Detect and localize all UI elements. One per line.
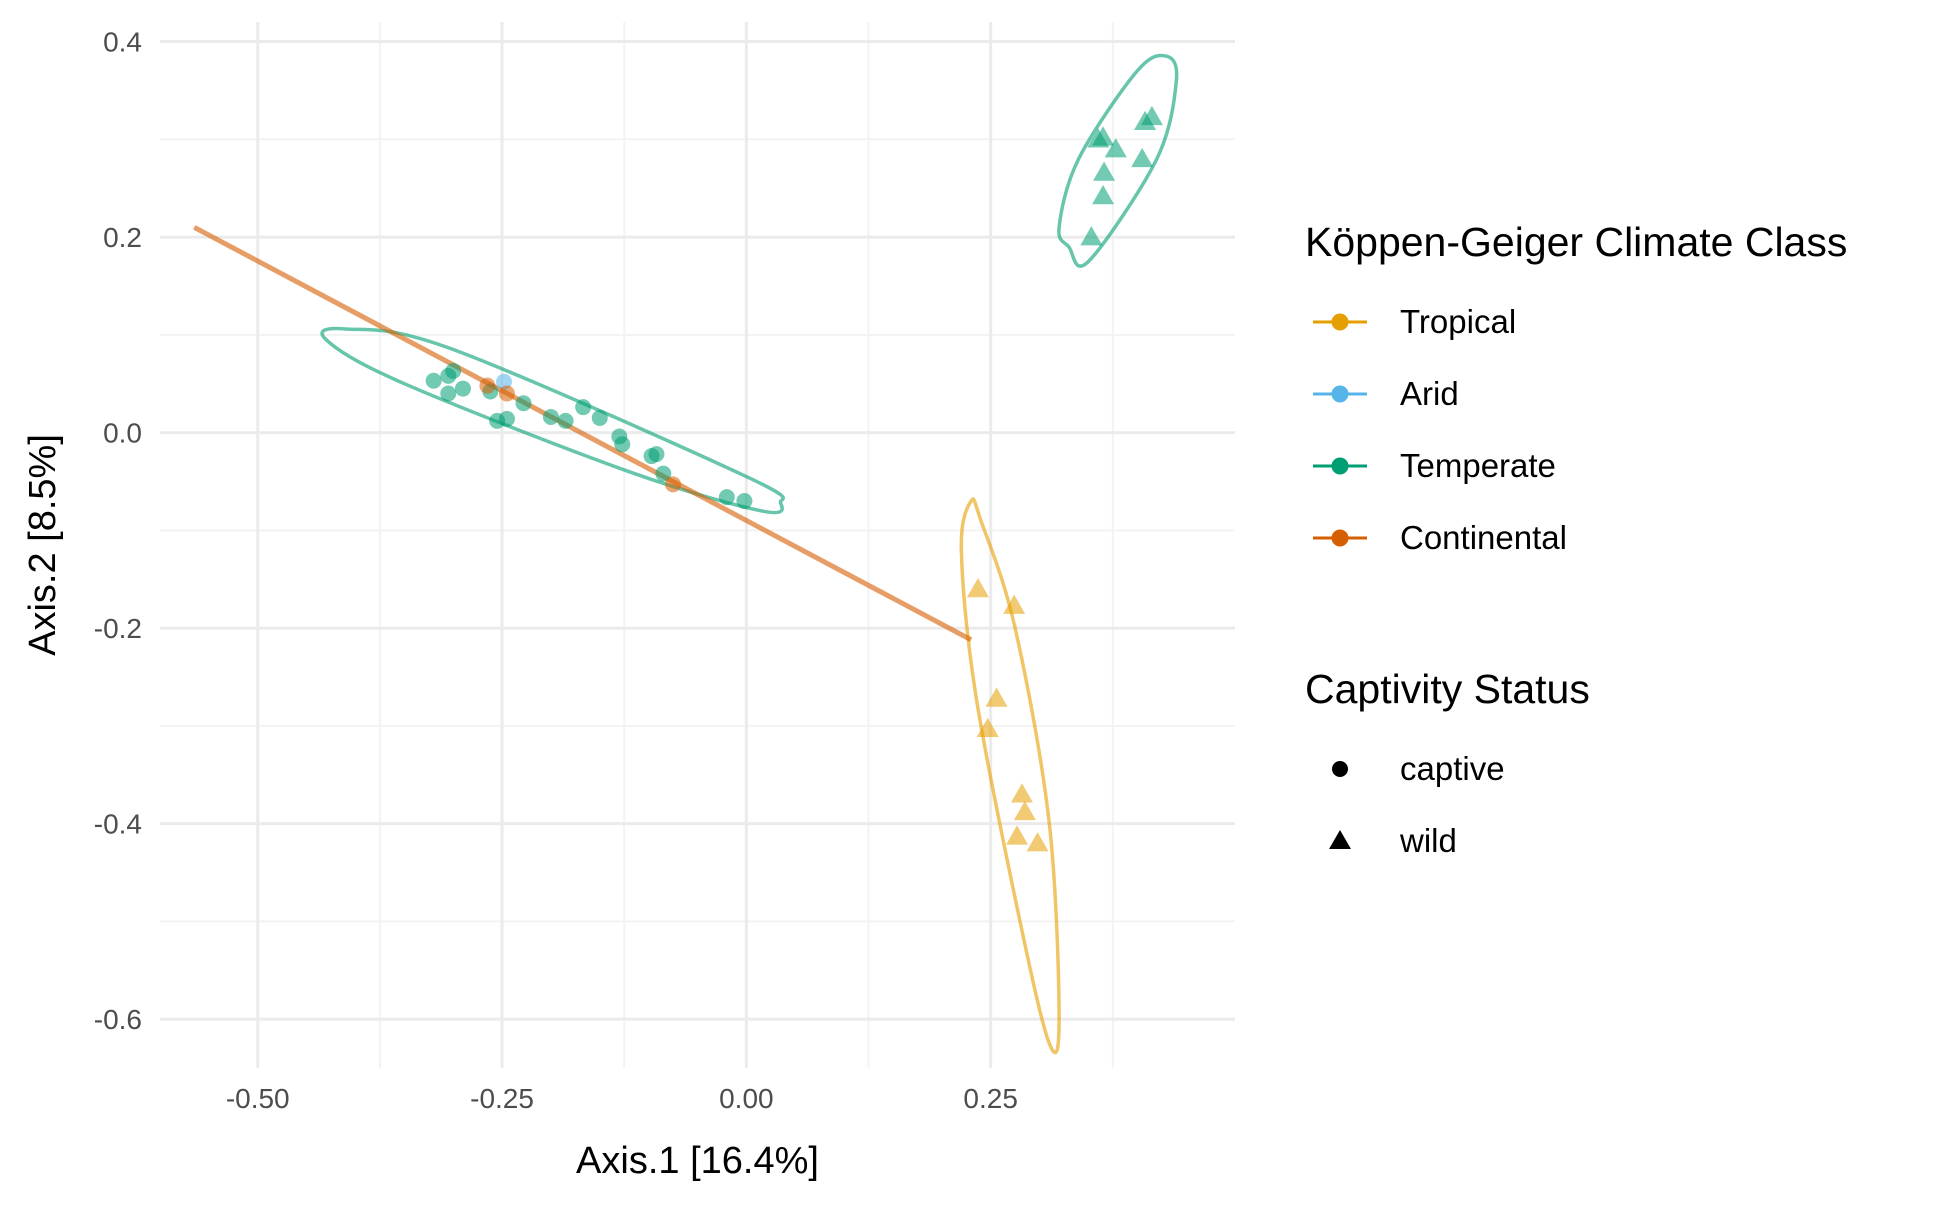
legend-item-temperate: Temperate (1313, 447, 1556, 484)
data-point-captive (425, 372, 442, 389)
grid-layer (160, 22, 1235, 1068)
data-point-wild (1131, 147, 1154, 168)
legend-key-point (1331, 457, 1349, 475)
data-point-captive (542, 408, 559, 425)
legend-label: captive (1400, 750, 1505, 787)
data-point-wild (1080, 226, 1103, 246)
data-point-captive (614, 436, 631, 453)
data-point-captive (454, 380, 471, 397)
x-tick-label: -0.25 (470, 1083, 534, 1114)
legend-label: Arid (1400, 375, 1459, 412)
legend-item-tropical: Tropical (1313, 303, 1516, 340)
data-point-wild (1006, 825, 1029, 845)
data-point-wild (1087, 128, 1110, 148)
x-tick-label: 0.00 (719, 1083, 774, 1114)
y-tick-label: 0.2 (103, 222, 142, 253)
data-point-captive (557, 412, 574, 429)
legend-color-title: Köppen-Geiger Climate Class (1305, 219, 1847, 265)
ellipse-layer (320, 53, 1179, 1055)
data-point-wild (1092, 185, 1115, 205)
legend-key-point (1331, 313, 1349, 331)
legend-shape-title: Captivity Status (1305, 666, 1590, 712)
data-point-wild (1026, 832, 1049, 852)
data-point-wild (985, 687, 1008, 707)
data-point-captive (498, 385, 515, 402)
data-point-captive (665, 476, 682, 493)
legend-item-captive: captive (1332, 750, 1505, 787)
y-tick-label: 0.4 (103, 27, 142, 58)
data-point-captive (736, 493, 753, 510)
data-point-wild (1003, 594, 1026, 614)
data-point-captive (479, 377, 496, 394)
legend: Köppen-Geiger Climate Class Captivity St… (1305, 219, 1847, 859)
confidence-ellipse-temperate (1057, 53, 1179, 268)
data-point-wild (1013, 800, 1036, 821)
y-tick-label: -0.4 (94, 809, 142, 840)
legend-label: wild (1399, 822, 1457, 859)
data-point-wild (1093, 161, 1116, 181)
data-point-captive (648, 446, 665, 463)
legend-key-circle (1332, 761, 1348, 777)
x-tick-label: 0.25 (963, 1083, 1018, 1114)
legend-key-triangle (1329, 830, 1351, 849)
data-point-captive (591, 409, 608, 426)
x-axis-title: Axis.1 [16.4%] (576, 1140, 819, 1182)
data-point-captive (515, 395, 532, 412)
y-tick-label: -0.6 (94, 1004, 142, 1035)
data-point-wild (1010, 783, 1033, 803)
y-tick-label: 0.0 (103, 418, 142, 449)
data-point-captive (498, 410, 515, 427)
legend-item-wild: wild (1329, 822, 1457, 859)
x-tick-label: -0.50 (226, 1083, 290, 1114)
point-layer (425, 105, 1163, 852)
legend-key-point (1331, 529, 1349, 547)
tick-label-layer: -0.50 -0.25 0.00 0.25 0.4 0.2 0.0 -0.2 -0.4 -0.6 (94, 27, 1018, 1114)
y-axis-title: Axis.2 [8.5%] (22, 434, 64, 656)
legend-item-arid: Arid (1313, 375, 1459, 412)
legend-label: Temperate (1400, 447, 1556, 484)
data-point-wild (976, 717, 999, 738)
legend-label: Tropical (1400, 303, 1516, 340)
data-point-captive (575, 399, 592, 416)
legend-item-continental: Continental (1313, 519, 1567, 556)
data-point-wild (1140, 105, 1163, 126)
data-point-captive (440, 385, 457, 402)
data-point-captive (718, 489, 735, 506)
legend-label: Continental (1400, 519, 1567, 556)
legend-key-point (1331, 385, 1349, 403)
data-point-wild (1104, 138, 1127, 158)
data-point-captive (655, 465, 672, 482)
trend-line-continental (193, 225, 973, 643)
y-tick-label: -0.2 (94, 613, 142, 644)
trend-line-layer (193, 225, 973, 643)
data-point-captive (445, 362, 462, 379)
data-point-wild (966, 577, 989, 598)
